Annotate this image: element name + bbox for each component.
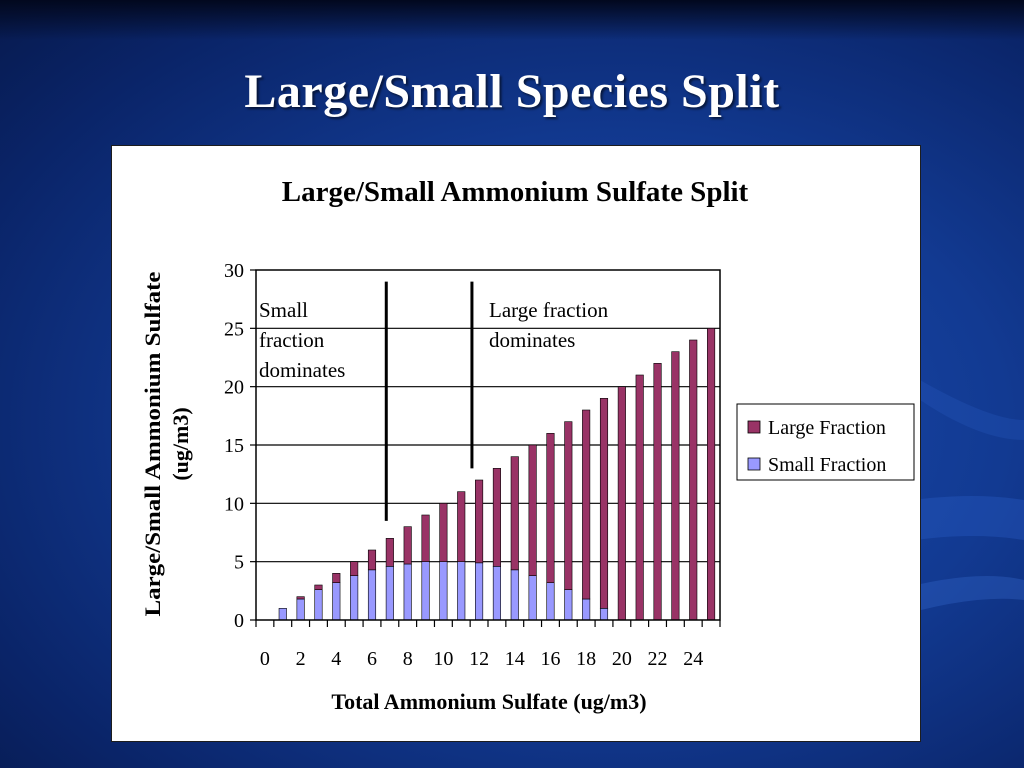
bar-large-17 (564, 421, 573, 590)
x-tick-label-6: 6 (367, 648, 377, 670)
x-tick-label-14: 14 (505, 648, 525, 670)
bar-large-6 (367, 549, 377, 571)
bar-small-15 (528, 575, 537, 621)
x-tick-label-22: 22 (648, 648, 668, 670)
annotations: Small fraction dominates Large fraction domi… (259, 281, 609, 521)
bar-small-13 (492, 566, 501, 621)
chart-panel: Large/Small Ammonium Sulfate Split 0 5 10 1… (111, 145, 921, 742)
bar-large-13 (492, 468, 501, 567)
x-tick-label-8: 8 (403, 648, 413, 670)
bars (278, 328, 716, 621)
bar-large-3 (314, 584, 323, 590)
bar-small-17 (564, 589, 573, 621)
bar-small-9 (421, 561, 430, 621)
bar-large-15 (528, 444, 537, 576)
legend-swatch-small (747, 457, 761, 471)
bar-large-14 (510, 456, 519, 571)
bar-large-18 (582, 409, 591, 600)
x-tick-label-18: 18 (576, 648, 596, 670)
bar-large-16 (546, 433, 555, 583)
legend-box (736, 403, 915, 481)
x-tick-label-24: 24 (683, 648, 703, 670)
bar-small-10 (439, 561, 448, 621)
y-tick-label-20: 20 (224, 377, 244, 399)
y-tick-label-10: 10 (224, 493, 244, 515)
bar-small-11 (457, 561, 466, 621)
bar-large-10 (439, 503, 448, 562)
y-tick-label-15: 15 (224, 435, 244, 457)
bar-large-23 (671, 351, 680, 621)
annotation-large-text-line2: dominates (489, 328, 575, 352)
bar-small-12 (475, 562, 484, 621)
bar-small-6 (367, 569, 377, 621)
y-tick-label-30: 30 (224, 260, 244, 282)
legend-label-large: Large Fraction (768, 417, 886, 439)
x-tick-label-16: 16 (540, 648, 560, 670)
legend-label-small: Small Fraction (768, 454, 886, 476)
bar-large-2 (296, 596, 305, 600)
slide-title: Large/Small Species Split (244, 65, 780, 118)
chart-title: Large/Small Ammonium Sulfate Split (282, 176, 749, 208)
bar-small-1 (278, 608, 287, 621)
bar-small-2 (296, 598, 305, 621)
bar-large-21 (635, 374, 644, 621)
x-tick-label-0: 0 (260, 648, 270, 670)
x-axis-title: Total Ammonium Sulfate (ug/m3) (331, 689, 646, 714)
annotation-small-text-line3: dominates (259, 358, 345, 382)
x-tick-label-2: 2 (296, 648, 306, 670)
bar-large-11 (457, 491, 466, 562)
annotation-small-text-line2: fraction (259, 328, 325, 352)
x-tick-label-20: 20 (612, 648, 632, 670)
bar-large-19 (599, 398, 609, 609)
legend-swatch-large (747, 420, 761, 434)
bar-large-25 (707, 328, 716, 621)
bar-large-5 (350, 561, 359, 576)
bar-small-19 (599, 608, 609, 621)
bar-small-14 (510, 569, 519, 621)
bar-small-18 (582, 598, 591, 621)
top-shadow-band (0, 0, 1024, 40)
bar-large-24 (689, 339, 698, 621)
annotation-small-text-line1: Small (259, 298, 308, 322)
bar-large-7 (385, 538, 394, 567)
y-axis-title-line2: (ug/m3) (168, 407, 193, 480)
bar-small-4 (332, 582, 341, 621)
stacked-bar-chart: Large/Small Ammonium Sulfate Split 0 5 10 1… (140, 176, 915, 714)
x-tick-label-10: 10 (433, 648, 453, 670)
bar-large-8 (403, 526, 412, 565)
y-axis-title-line1: Large/Small Ammonium Sulfate (140, 271, 165, 616)
bar-large-12 (475, 479, 484, 564)
bar-small-5 (350, 575, 359, 621)
x-tick-label-12: 12 (469, 648, 489, 670)
x-tick-label-4: 4 (331, 648, 341, 670)
legend: Large Fraction Small Fraction (736, 403, 915, 481)
bar-large-9 (421, 514, 430, 562)
bar-small-8 (403, 563, 412, 621)
y-tick-label-0: 0 (234, 610, 244, 632)
y-tick-label-25: 25 (224, 318, 244, 340)
bar-small-7 (385, 566, 394, 621)
bar-small-3 (314, 589, 323, 621)
y-tick-label-5: 5 (234, 552, 244, 574)
annotation-large-text-line1: Large fraction (489, 298, 609, 322)
bar-large-20 (617, 386, 626, 621)
bar-small-16 (546, 582, 555, 621)
bar-large-22 (653, 363, 662, 621)
bar-large-4 (332, 573, 341, 583)
